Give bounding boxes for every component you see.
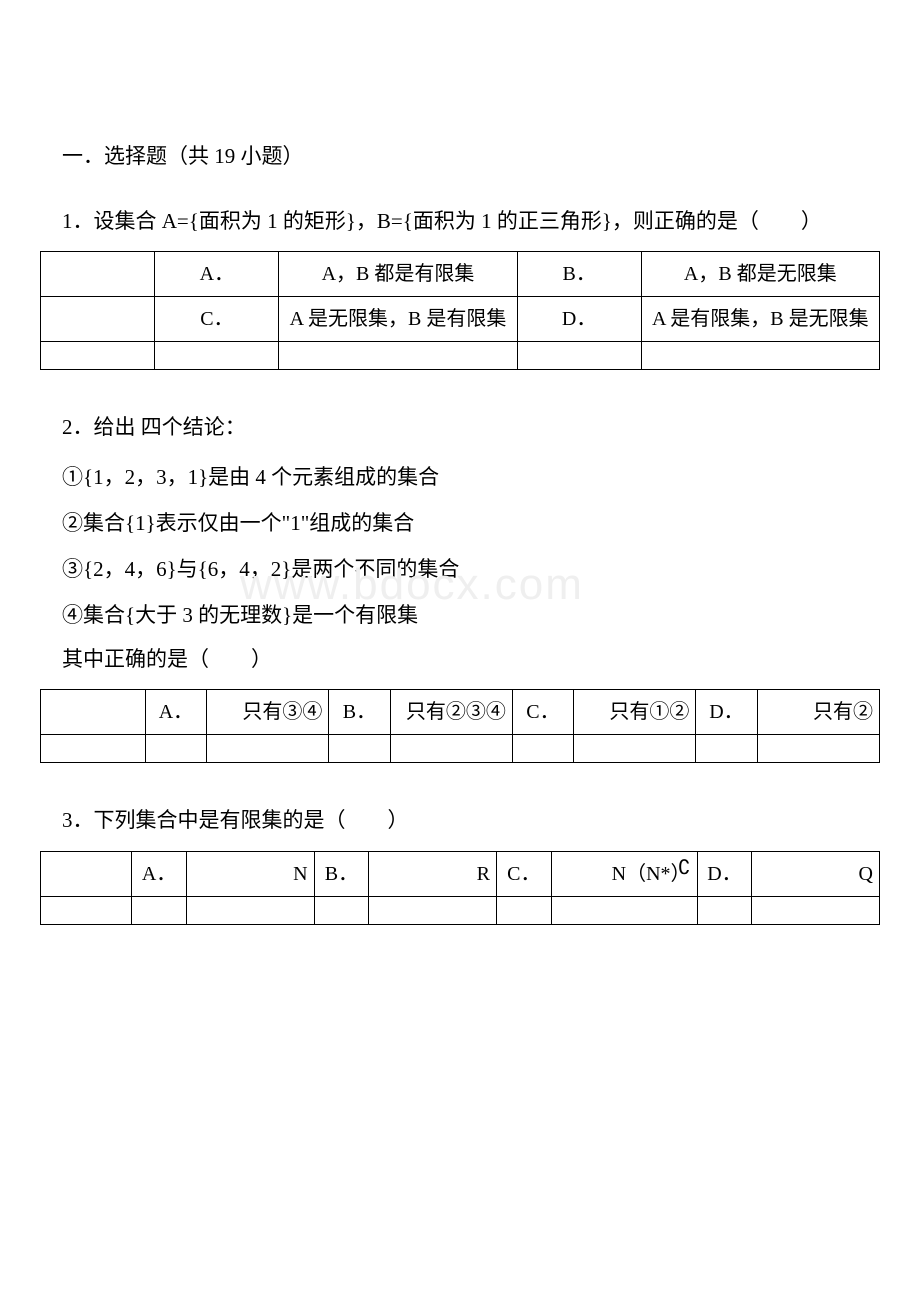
complement-icon: ∁ [678, 854, 691, 882]
empty-cell [155, 342, 279, 370]
q1-opt-a-text-span: A，B 都是有限集 [285, 260, 510, 288]
table-row [41, 342, 880, 370]
empty-cell [145, 735, 206, 763]
q2-options-table: A． 只有③④ B． 只有②③④ C． 只有①② D． 只有② [40, 689, 880, 763]
q2-opt-c-text: 只有①② [574, 690, 696, 735]
q2-item-3: ③{2，4，6}与{6，4，2}是两个不同的集合 [20, 550, 900, 590]
q3-opt-a-label: A． [132, 851, 187, 896]
empty-cell [41, 735, 146, 763]
q1-opt-c-text-span: A 是无限集，B 是有限集 [285, 305, 510, 333]
q2-opt-a-label: A． [145, 690, 206, 735]
empty-cell [132, 896, 187, 924]
q3-opt-a-text: N [186, 851, 314, 896]
empty-cell [207, 735, 329, 763]
empty-cell [512, 735, 573, 763]
q3-opt-b-text: R [369, 851, 497, 896]
q2-opt-d-text: 只有② [757, 690, 879, 735]
q2-stem: 2．给出 四个结论： [20, 410, 900, 446]
q3-opt-d-label: D． [697, 851, 752, 896]
empty-cell [752, 896, 880, 924]
q1-opt-d-text: A 是有限集，B 是无限集 [641, 297, 879, 342]
table-row: C． A 是无限集，B 是有限集 D． A 是有限集，B 是无限集 [41, 297, 880, 342]
table-row: A． A，B 都是有限集 B． A，B 都是无限集 [41, 252, 880, 297]
empty-cell [390, 735, 512, 763]
empty-cell [41, 252, 155, 297]
q2-opt-b-text: 只有②③④ [390, 690, 512, 735]
section-heading: 一．选择题（共 19 小题） [20, 140, 900, 174]
q3-opt-b-label: B． [314, 851, 369, 896]
q1-opt-d-label: D． [517, 297, 641, 342]
q3-opt-c-label: C． [496, 851, 551, 896]
q2-tail: 其中正确的是（ ） [20, 642, 900, 678]
empty-cell [41, 297, 155, 342]
empty-cell [41, 690, 146, 735]
q1-opt-d-text-span: A 是有限集，B 是无限集 [648, 305, 873, 333]
empty-cell [279, 342, 517, 370]
empty-cell [551, 896, 697, 924]
empty-cell [757, 735, 879, 763]
q2-opt-c-label: C． [512, 690, 573, 735]
q3-opt-c-text: ∁ N（N*） [551, 851, 697, 896]
q1-options-table: A． A，B 都是有限集 B． A，B 都是无限集 C． A 是无限集，B 是有… [40, 251, 880, 370]
q1-opt-c-text: A 是无限集，B 是有限集 [279, 297, 517, 342]
empty-cell [329, 735, 390, 763]
empty-cell [41, 851, 132, 896]
empty-cell [369, 896, 497, 924]
q3-stem: 3．下列集合中是有限集的是（ ） [20, 803, 900, 839]
empty-cell [186, 896, 314, 924]
empty-cell [517, 342, 641, 370]
q2-opt-d-label: D． [696, 690, 757, 735]
empty-cell [697, 896, 752, 924]
q1-opt-a-text: A，B 都是有限集 [279, 252, 517, 297]
q2-opt-a-text: 只有③④ [207, 690, 329, 735]
q2-item-4: ④集合{大于 3 的无理数}是一个有限集 [20, 596, 900, 636]
table-row: A． 只有③④ B． 只有②③④ C． 只有①② D． 只有② [41, 690, 880, 735]
q2-item-1: ①{1，2，3，1}是由 4 个元素组成的集合 [20, 458, 900, 498]
table-row: A． N B． R C． ∁ N（N*） D． Q [41, 851, 880, 896]
q3-opt-d-text: Q [752, 851, 880, 896]
q1-stem: 1．设集合 A={面积为 1 的矩形}，B={面积为 1 的正三角形}，则正确的… [20, 204, 900, 240]
empty-cell [314, 896, 369, 924]
q3-options-table: A． N B． R C． ∁ N（N*） D． Q [40, 851, 880, 925]
q1-opt-b-text: A，B 都是无限集 [641, 252, 879, 297]
empty-cell [496, 896, 551, 924]
empty-cell [574, 735, 696, 763]
page-container: www.bdocx.com 一．选择题（共 19 小题） 1．设集合 A={面积… [20, 140, 900, 925]
table-row [41, 735, 880, 763]
q1-opt-b-text-span: A，B 都是无限集 [648, 260, 873, 288]
q1-opt-b-label: B． [517, 252, 641, 297]
empty-cell [641, 342, 879, 370]
q2-item-2: ②集合{1}表示仅由一个"1"组成的集合 [20, 504, 900, 544]
q1-opt-a-label: A． [155, 252, 279, 297]
q1-opt-c-label: C． [155, 297, 279, 342]
empty-cell [41, 896, 132, 924]
table-row [41, 896, 880, 924]
empty-cell [696, 735, 757, 763]
q2-opt-b-label: B． [329, 690, 390, 735]
empty-cell [41, 342, 155, 370]
